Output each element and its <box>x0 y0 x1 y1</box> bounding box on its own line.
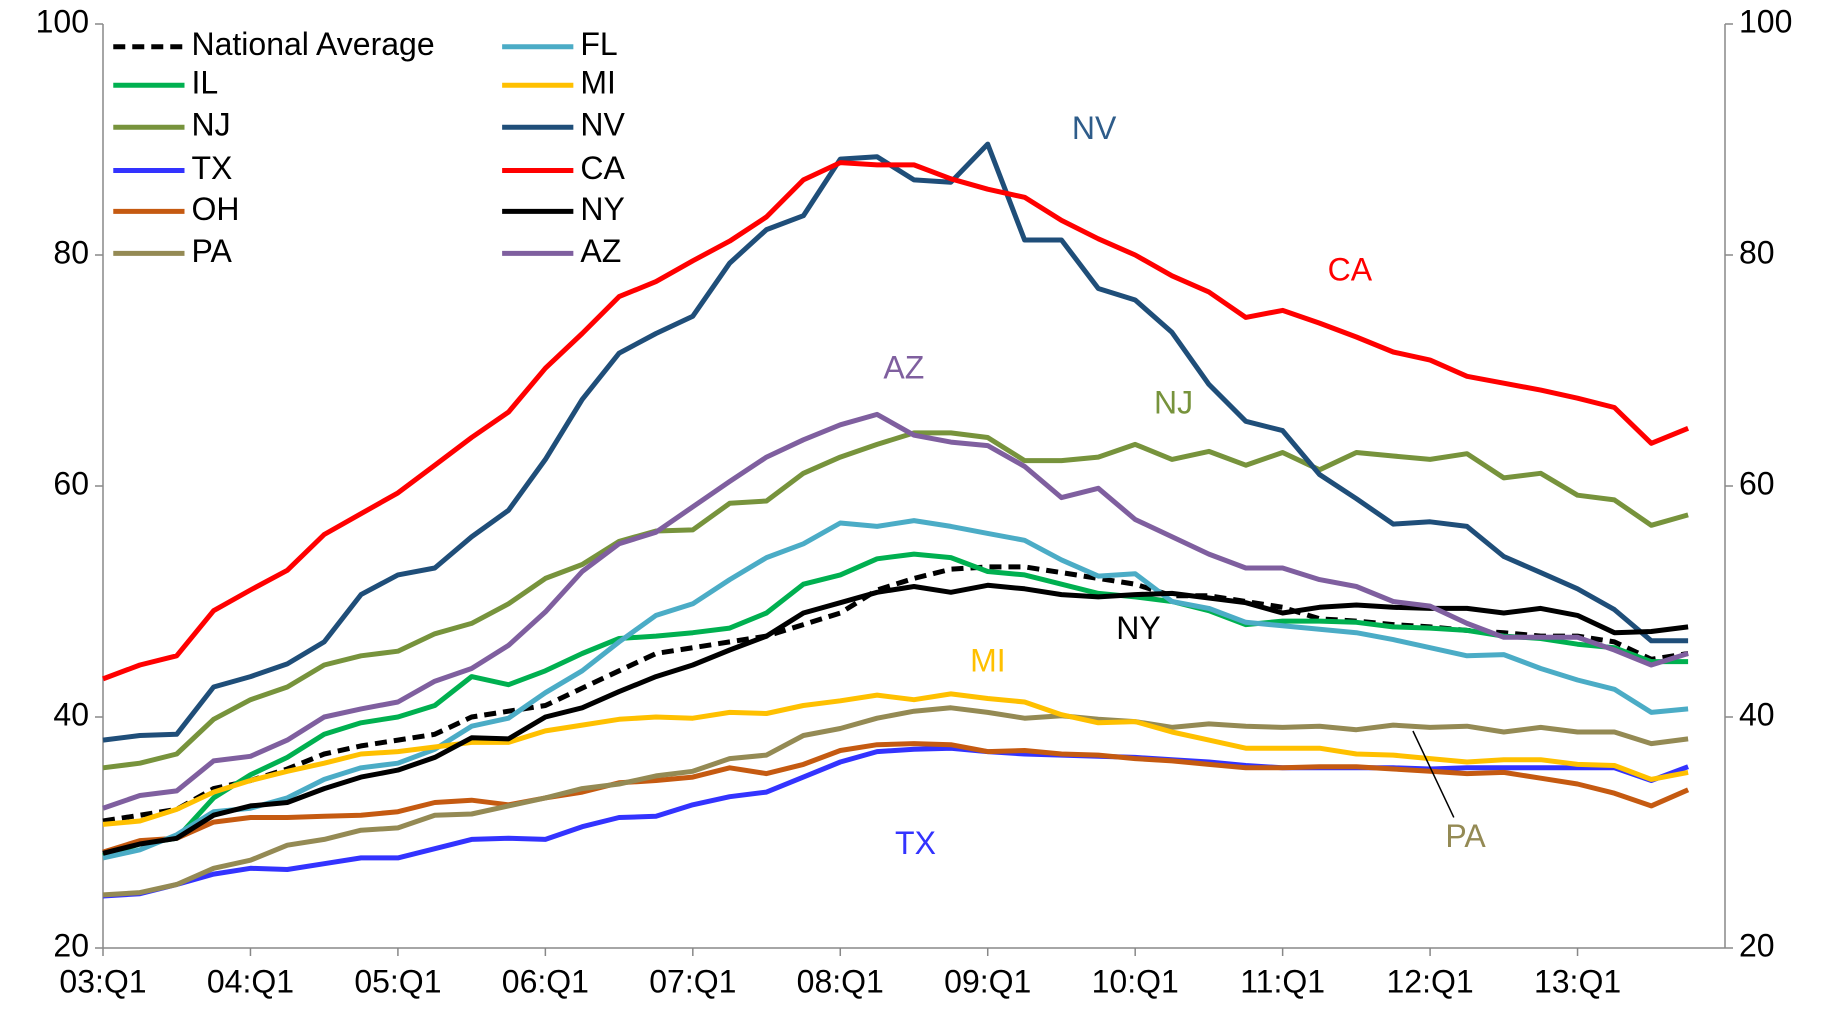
series-line <box>102 691 1689 827</box>
legend-label: TX <box>192 150 233 186</box>
y2-tick-label: 100 <box>1739 3 1792 39</box>
annotation: NV <box>1072 110 1117 146</box>
annotation: MI <box>970 643 1006 679</box>
annotation: NJ <box>1154 385 1193 421</box>
legend-label: MI <box>580 65 616 101</box>
x-tick-label: 10:Q1 <box>1092 963 1179 999</box>
y-tick-label: 40 <box>53 696 89 732</box>
x-tick-label: 06:Q1 <box>502 963 589 999</box>
annotation: NY <box>1116 610 1160 646</box>
annotation: PA <box>1445 818 1486 854</box>
series-line <box>102 705 1689 898</box>
x-tick-label: 13:Q1 <box>1534 963 1621 999</box>
series-line <box>102 518 1689 861</box>
x-tick-label: 04:Q1 <box>207 963 294 999</box>
legend-label: NV <box>580 107 625 143</box>
annotation: AZ <box>883 350 924 386</box>
y2-tick-label: 40 <box>1739 696 1775 732</box>
x-tick-label: 11:Q1 <box>1240 963 1325 999</box>
series-line <box>102 551 1689 858</box>
annotation: TX <box>895 825 936 861</box>
legend-label: OH <box>192 191 240 227</box>
series-line <box>102 411 1689 811</box>
y-tick-label: 60 <box>53 465 89 501</box>
x-tick-label: 08:Q1 <box>797 963 884 999</box>
series-line <box>102 430 1689 771</box>
y-tick-label: 80 <box>53 234 89 270</box>
legend-label: IL <box>192 65 219 101</box>
legend-label: AZ <box>580 233 621 269</box>
legend-label: PA <box>192 233 233 269</box>
y2-tick-label: 20 <box>1739 927 1775 963</box>
annotation: CA <box>1328 252 1373 288</box>
y-tick-label: 20 <box>53 927 89 963</box>
legend-label: NJ <box>192 107 231 143</box>
legend-label: NY <box>580 191 624 227</box>
x-tick-label: 09:Q1 <box>944 963 1031 999</box>
legend-label: FL <box>580 26 617 62</box>
series-line <box>102 582 1689 856</box>
series-line <box>102 741 1690 855</box>
legend-label: CA <box>580 150 625 186</box>
legend-label: National Average <box>192 26 435 62</box>
series-line <box>102 141 1689 743</box>
x-tick-label: 07:Q1 <box>649 963 736 999</box>
series-line <box>102 160 1690 682</box>
x-tick-label: 05:Q1 <box>354 963 441 999</box>
x-tick-label: 12:Q1 <box>1387 963 1474 999</box>
x-tick-label: 03:Q1 <box>59 963 146 999</box>
y2-tick-label: 80 <box>1739 234 1775 270</box>
y-tick-label: 100 <box>36 3 89 39</box>
annotation-leader <box>1412 730 1455 818</box>
y2-tick-label: 60 <box>1739 465 1775 501</box>
